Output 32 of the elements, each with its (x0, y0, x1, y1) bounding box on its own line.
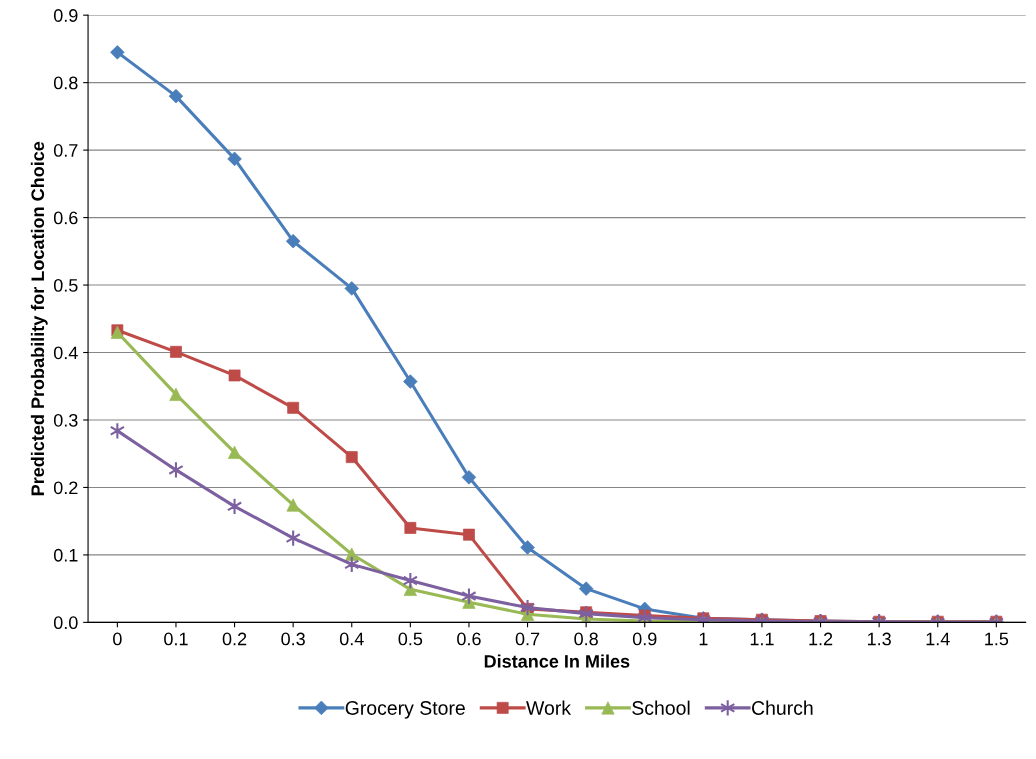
x-tick-label: 0.3 (281, 632, 305, 646)
x-tick-label: 1 (699, 632, 708, 646)
legend-label: School (632, 700, 690, 715)
x-axis-title: Distance In Miles (484, 654, 630, 668)
x-tick-label: 1.2 (809, 632, 833, 646)
y-tick-label: 0.2 (53, 481, 78, 495)
x-tick-label: 0.2 (222, 632, 247, 646)
x-tick-label: 1.5 (985, 632, 1009, 646)
legend-label: Grocery Store (345, 701, 465, 719)
x-tick-label: 1.4 (926, 632, 950, 646)
x-tick-label: 0.8 (574, 632, 598, 646)
x-tick-label: 0.7 (515, 632, 540, 646)
x-tick-label: 0.5 (398, 632, 423, 646)
y-tick-label: 0.6 (53, 211, 78, 225)
y-tick-label: 0.4 (53, 346, 78, 360)
x-tick-label: 0.6 (457, 632, 481, 646)
x-tick-label: 0.9 (632, 632, 657, 646)
y-tick-label: 0.5 (53, 278, 78, 292)
legend-label: Work (526, 700, 572, 715)
y-axis-title: Predicted Probability for Location Choice (30, 141, 48, 496)
y-tick-label: 0.7 (53, 144, 78, 157)
y-tick-label: 0.3 (53, 413, 78, 427)
x-tick-label: 0.4 (339, 632, 364, 646)
y-tick-label: 0.0 (53, 616, 78, 630)
x-tick-label: 0 (113, 632, 122, 646)
y-tick-label: 0.8 (53, 76, 78, 90)
legend-label: Church (752, 700, 813, 715)
x-tick-label: 1.1 (750, 632, 774, 646)
x-tick-label: 0.1 (164, 632, 188, 646)
y-tick-label: 0.9 (53, 9, 78, 22)
x-tick-label: 1.3 (867, 632, 891, 646)
y-tick-label: 0.1 (53, 548, 78, 562)
